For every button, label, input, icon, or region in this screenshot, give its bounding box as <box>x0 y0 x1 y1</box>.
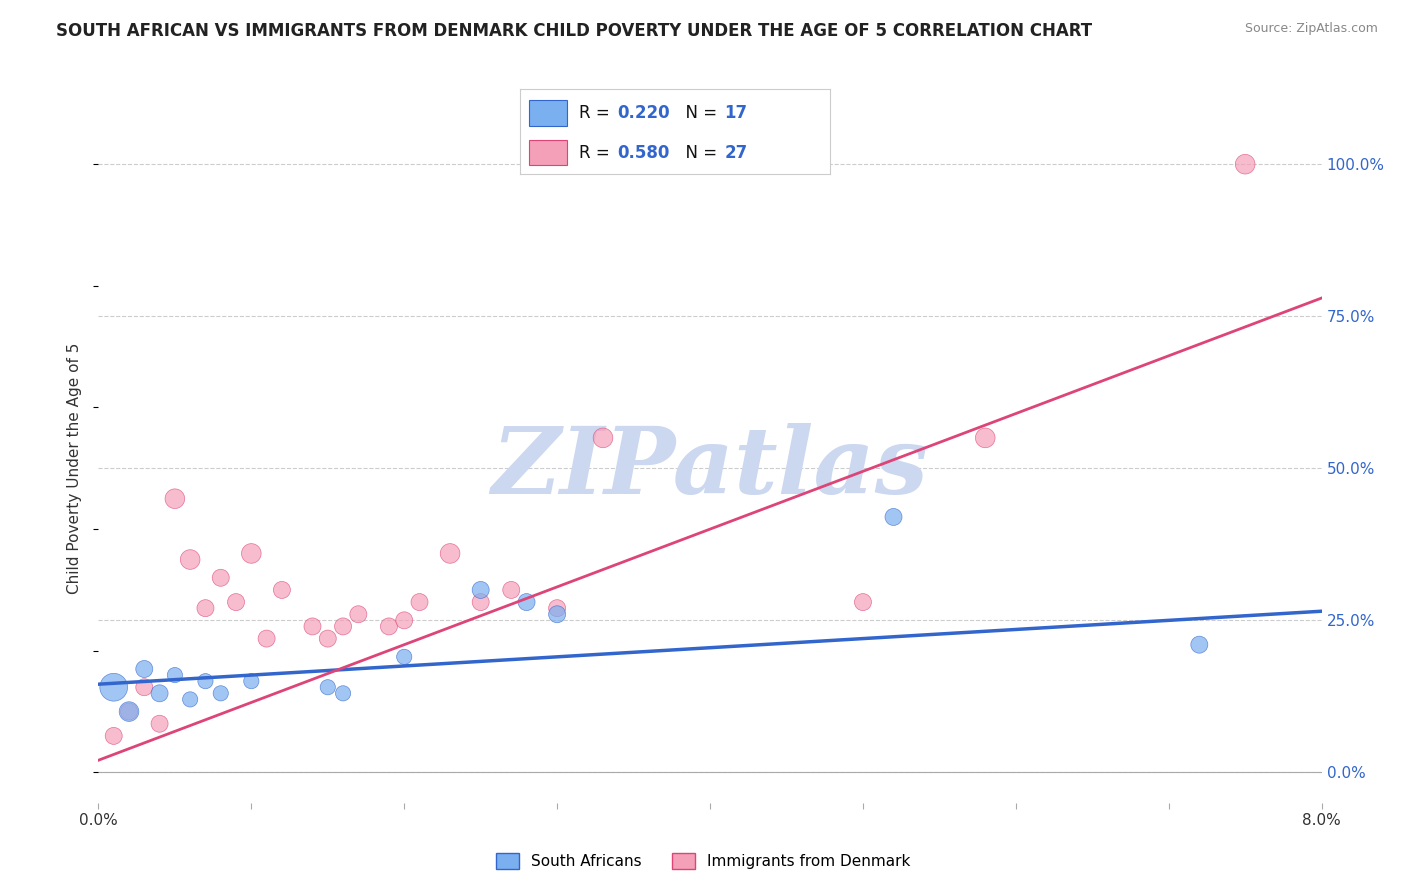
Point <box>240 674 263 689</box>
Point <box>546 601 568 615</box>
Text: 17: 17 <box>724 104 748 122</box>
Point <box>1188 638 1211 652</box>
Point <box>118 705 141 719</box>
Point <box>408 595 430 609</box>
Point <box>516 595 538 609</box>
Point <box>118 705 141 719</box>
Point <box>316 632 339 646</box>
Text: N =: N = <box>675 144 723 161</box>
Point <box>392 649 416 664</box>
Text: R =: R = <box>579 144 614 161</box>
Point <box>470 582 492 597</box>
Point <box>378 619 401 633</box>
Point <box>470 595 492 609</box>
Point <box>392 613 416 627</box>
Point <box>546 607 568 622</box>
Text: 27: 27 <box>724 144 748 161</box>
Point <box>240 546 263 560</box>
Point <box>439 546 461 560</box>
Point <box>103 729 125 743</box>
Text: SOUTH AFRICAN VS IMMIGRANTS FROM DENMARK CHILD POVERTY UNDER THE AGE OF 5 CORREL: SOUTH AFRICAN VS IMMIGRANTS FROM DENMARK… <box>56 22 1092 40</box>
Point <box>103 680 125 694</box>
Point <box>256 632 278 646</box>
Bar <box>530 100 567 126</box>
Point <box>163 491 186 506</box>
Text: N =: N = <box>675 104 723 122</box>
Text: ZIPatlas: ZIPatlas <box>492 424 928 513</box>
Point <box>592 431 614 445</box>
Text: Source: ZipAtlas.com: Source: ZipAtlas.com <box>1244 22 1378 36</box>
Point <box>149 716 172 731</box>
Text: R =: R = <box>579 104 614 122</box>
Point <box>179 552 201 566</box>
Point <box>134 680 156 694</box>
Text: 0.580: 0.580 <box>617 144 671 161</box>
Point <box>149 686 172 700</box>
Point <box>134 662 156 676</box>
Point <box>209 571 232 585</box>
Point <box>316 680 339 694</box>
Point <box>301 619 323 633</box>
Point <box>270 582 294 597</box>
Point <box>852 595 875 609</box>
Point <box>1234 157 1257 171</box>
Point <box>194 674 217 689</box>
Point <box>163 668 186 682</box>
Point <box>179 692 201 706</box>
Point <box>974 431 997 445</box>
Point <box>347 607 370 622</box>
Point <box>332 619 354 633</box>
Point <box>194 601 217 615</box>
Point <box>225 595 247 609</box>
Y-axis label: Child Poverty Under the Age of 5: Child Poverty Under the Age of 5 <box>67 343 83 594</box>
Point <box>883 510 905 524</box>
Legend: South Africans, Immigrants from Denmark: South Africans, Immigrants from Denmark <box>489 847 917 875</box>
Bar <box>530 140 567 165</box>
Point <box>209 686 232 700</box>
Point <box>501 582 523 597</box>
Text: 0.220: 0.220 <box>617 104 671 122</box>
Point <box>332 686 354 700</box>
